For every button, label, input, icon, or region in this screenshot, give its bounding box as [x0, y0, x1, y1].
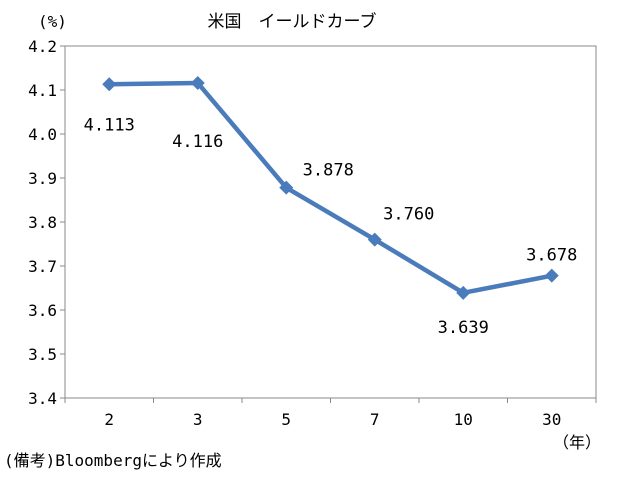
x-tick-label: 3 [193, 410, 203, 429]
x-axis: 2 3 5 7 10 30 [64, 398, 597, 429]
data-point-marker [102, 77, 117, 92]
x-tick-label: 2 [104, 410, 114, 429]
data-point-marker [544, 268, 559, 283]
chart-title: 米国 イールドカーブ [208, 11, 377, 32]
x-tick-label: 5 [281, 410, 291, 429]
data-point-marker [456, 285, 471, 300]
y-tick-label: 3.7 [28, 257, 57, 276]
data-point-marker [190, 75, 205, 90]
x-axis-unit-label: （年） [553, 433, 601, 452]
data-label: 3.678 [526, 246, 577, 266]
y-axis: 4.2 4.1 4.0 3.9 3.8 3.7 3.6 3.5 3.4 [28, 37, 65, 408]
data-point-marker [367, 232, 382, 247]
data-label: 4.116 [172, 132, 223, 152]
y-tick-label: 4.1 [28, 81, 57, 100]
data-label: 3.760 [383, 205, 434, 225]
y-tick-label: 4.2 [28, 37, 57, 56]
data-label: 3.639 [438, 318, 489, 338]
y-tick-label: 3.5 [28, 345, 57, 364]
data-label: 3.878 [303, 161, 354, 181]
y-tick-label: 3.6 [28, 301, 57, 320]
x-tick-label: 10 [454, 410, 473, 429]
y-tick-label: 3.4 [28, 389, 57, 408]
x-tick-label: 30 [542, 410, 561, 429]
y-tick-label: 3.8 [28, 213, 57, 232]
data-label-group: 4.113 4.116 3.878 3.760 3.639 3.678 [84, 115, 578, 338]
data-label: 4.113 [84, 115, 135, 135]
plot-area-frame [64, 45, 597, 399]
y-axis-unit-label: (%) [38, 12, 67, 31]
series-line [109, 80, 553, 296]
source-note: (備考)Bloombergにより作成 [4, 451, 222, 470]
x-tick-label: 7 [370, 410, 380, 429]
y-tick-label: 3.9 [28, 169, 57, 188]
y-tick-label: 4.0 [28, 125, 57, 144]
series-line-group [102, 75, 559, 300]
data-point-marker [279, 180, 294, 195]
